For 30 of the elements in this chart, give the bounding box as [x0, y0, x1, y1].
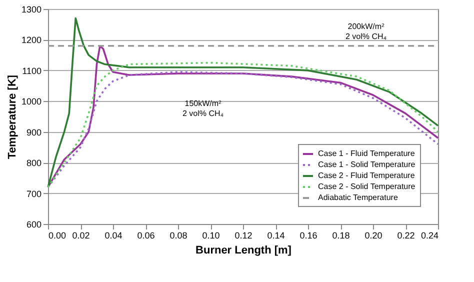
x-tick-label: 0.24 — [420, 230, 438, 240]
x-tick-label: 0.22 — [397, 230, 415, 240]
legend-label: Case 2 - Solid Temperature — [318, 182, 416, 191]
y-tick-label: 800 — [26, 158, 42, 168]
x-tick-label: 0.18 — [332, 230, 350, 240]
x-tick-label: 0.00 — [48, 230, 66, 240]
annotation: 200kW/m² 2 vol% CH₄ — [345, 22, 387, 41]
x-tick-label: 0.12 — [234, 230, 252, 240]
y-tick-label: 900 — [26, 127, 42, 138]
y-tick-label: 1200 — [21, 35, 42, 46]
legend-label: Case 1 - Fluid Temperature — [318, 149, 416, 158]
x-tick-label: 0.14 — [267, 230, 285, 240]
legend-label: Case 2 - Fluid Temperature — [318, 171, 416, 180]
x-tick-label: 0.16 — [300, 230, 318, 240]
x-tick-label: 0.04 — [104, 230, 122, 240]
x-tick-label: 0.10 — [202, 230, 220, 240]
legend-label: Adiabatic Temperature — [318, 193, 398, 202]
annotation: 150kW/m² 2 vol% CH₄ — [182, 99, 224, 118]
y-tick-label: 700 — [26, 188, 42, 199]
y-tick-label: 600 — [26, 220, 42, 230]
legend-label: Case 1 - Solid Temperature — [318, 160, 416, 169]
y-axis-title: Temperature [K] — [6, 74, 18, 160]
x-tick-label: 0.08 — [170, 230, 188, 240]
y-tick-label: 1300 — [21, 4, 42, 14]
x-axis-title: Burner Length [m] — [196, 244, 292, 256]
y-tick-label: 1000 — [21, 96, 42, 107]
x-tick-label: 0.20 — [364, 230, 382, 240]
y-tick-label: 1100 — [22, 66, 42, 76]
x-tick-label: 0.02 — [72, 230, 90, 240]
x-tick-label: 0.06 — [137, 230, 155, 240]
